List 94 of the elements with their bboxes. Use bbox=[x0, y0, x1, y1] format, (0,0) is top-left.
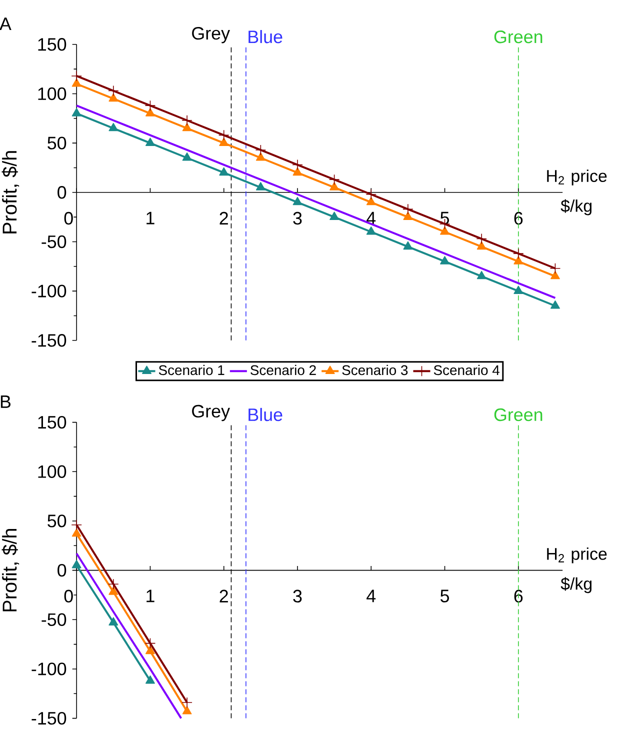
point bbox=[292, 167, 302, 176]
y-tick-label: -50 bbox=[42, 235, 66, 248]
line-series bbox=[76, 552, 182, 720]
ref-line-label: Grey bbox=[192, 26, 230, 44]
y-tick-label: 150 bbox=[38, 38, 66, 51]
x-tick-label: 5 bbox=[440, 590, 449, 602]
point bbox=[182, 706, 192, 714]
point bbox=[72, 528, 82, 537]
point bbox=[71, 520, 82, 530]
ref-line-label: Blue bbox=[248, 408, 282, 422]
point bbox=[366, 196, 376, 206]
y-tick-label: 150 bbox=[38, 416, 66, 429]
point bbox=[71, 70, 82, 82]
x-tick-label: 6 bbox=[514, 590, 523, 603]
point bbox=[256, 182, 266, 190]
point bbox=[550, 262, 561, 274]
point bbox=[145, 138, 155, 146]
point bbox=[402, 204, 414, 215]
point bbox=[72, 560, 82, 568]
point bbox=[108, 122, 118, 132]
legend-label: Scenario 2 bbox=[250, 364, 316, 376]
y-tick-label: 0 bbox=[58, 564, 66, 577]
y-tick-label: 50 bbox=[48, 514, 66, 528]
y-tick-label: 0 bbox=[58, 186, 66, 199]
point bbox=[255, 144, 266, 156]
point bbox=[514, 256, 524, 264]
x-tick-label: 1 bbox=[146, 590, 154, 602]
x-tick-label: 4 bbox=[366, 212, 376, 224]
point bbox=[514, 286, 524, 294]
legend-label: Scenario 3 bbox=[342, 364, 408, 376]
point bbox=[403, 212, 413, 220]
point bbox=[144, 100, 156, 111]
y-tick-label: -100 bbox=[32, 662, 66, 676]
chart-title: B bbox=[0, 396, 10, 408]
point bbox=[108, 617, 118, 626]
y-tick-label: 100 bbox=[38, 465, 66, 478]
point bbox=[476, 241, 486, 250]
y-axis-title: Profit, $/h bbox=[2, 528, 20, 612]
point bbox=[476, 233, 487, 244]
point bbox=[550, 300, 560, 309]
point bbox=[330, 182, 340, 190]
y-tick-label: -100 bbox=[32, 284, 66, 298]
point bbox=[108, 586, 118, 595]
point bbox=[330, 212, 340, 220]
y-tick-label: 50 bbox=[48, 136, 66, 150]
point bbox=[366, 226, 376, 235]
point bbox=[182, 697, 192, 708]
point bbox=[513, 248, 524, 259]
point bbox=[403, 241, 413, 250]
ref-line-label: Green bbox=[494, 30, 542, 44]
point bbox=[219, 167, 229, 176]
point bbox=[182, 114, 192, 126]
x-tick-label: 3 bbox=[293, 212, 302, 225]
ref-line-label: Green bbox=[494, 408, 542, 422]
y-tick-label: -50 bbox=[42, 613, 66, 626]
point bbox=[144, 638, 156, 649]
point bbox=[476, 270, 486, 280]
point bbox=[218, 130, 230, 141]
y-tick-label: -150 bbox=[32, 712, 66, 725]
point bbox=[182, 122, 192, 132]
point bbox=[292, 196, 302, 206]
point bbox=[440, 256, 450, 264]
ref-line-label: Grey bbox=[192, 404, 230, 422]
point bbox=[145, 646, 155, 654]
point bbox=[145, 675, 155, 684]
y-axis-title: Profit, $/h bbox=[2, 151, 20, 234]
x-tick-label: 2 bbox=[220, 590, 228, 602]
point bbox=[256, 152, 266, 161]
point bbox=[550, 270, 560, 280]
point bbox=[145, 108, 155, 116]
x-tick-label: 6 bbox=[514, 212, 523, 225]
point bbox=[219, 138, 229, 146]
ref-line-label: Blue bbox=[248, 30, 282, 44]
point bbox=[72, 108, 82, 116]
point bbox=[182, 152, 192, 161]
point bbox=[108, 578, 119, 590]
point bbox=[366, 188, 377, 200]
x-tick-label: 3 bbox=[293, 590, 302, 603]
point bbox=[72, 78, 82, 87]
x-tick-label: 4 bbox=[366, 590, 376, 602]
legend-label: Scenario 4 bbox=[434, 364, 500, 376]
point bbox=[292, 159, 303, 170]
point bbox=[108, 93, 118, 102]
legend-label: Scenario 1 bbox=[158, 364, 224, 376]
x-axis-title: H$_{2}$ price $/kg bbox=[547, 170, 607, 216]
point bbox=[328, 174, 340, 185]
y-tick-label: 100 bbox=[38, 87, 66, 100]
chart-title: A bbox=[0, 18, 12, 30]
x-tick-label: 2 bbox=[220, 212, 228, 224]
point bbox=[108, 85, 119, 96]
x-axis-title: H$_{2}$ price $/kg bbox=[547, 547, 607, 594]
x-tick-label: 1 bbox=[146, 212, 154, 224]
y-tick-label: -150 bbox=[32, 334, 66, 347]
point bbox=[440, 226, 450, 235]
